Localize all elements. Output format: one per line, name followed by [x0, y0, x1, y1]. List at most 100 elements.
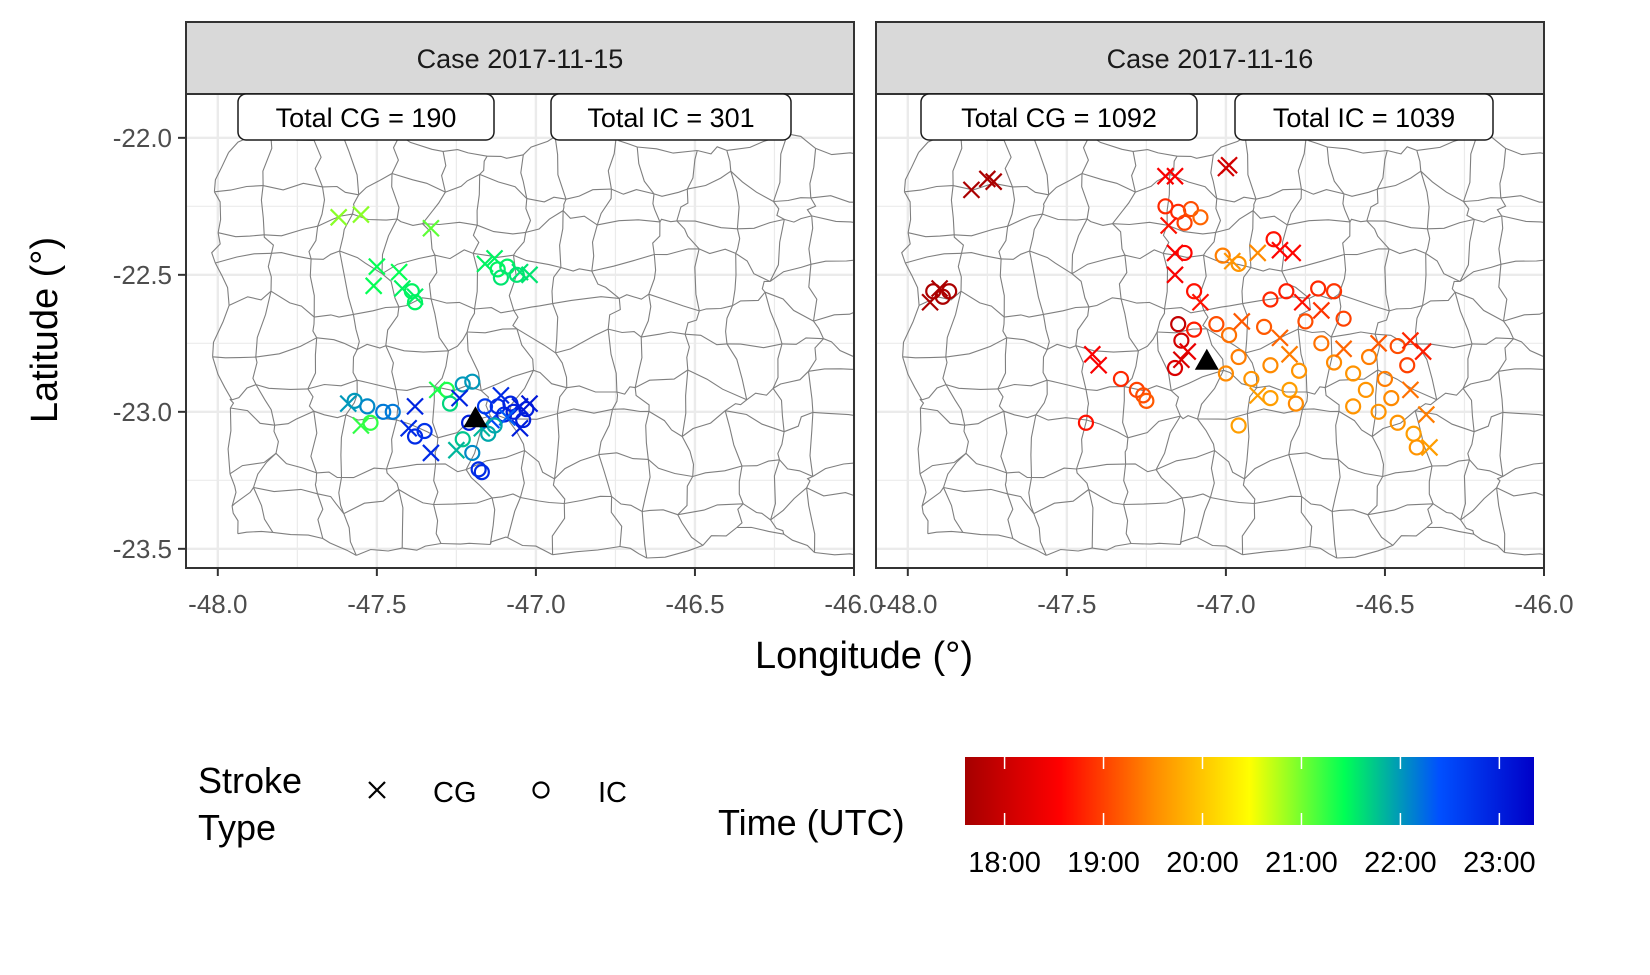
municipal-boundary [905, 252, 962, 264]
municipal-boundary [1071, 218, 1088, 274]
municipal-boundary [231, 384, 257, 401]
municipal-boundary [815, 147, 854, 156]
municipal-boundary [213, 191, 222, 233]
municipal-boundary [1338, 410, 1373, 437]
municipal-boundary [422, 191, 446, 225]
colorbar-tick-label: 21:00 [1265, 847, 1338, 879]
municipal-boundary [1555, 226, 1565, 259]
ic-stroke-point [1335, 310, 1352, 327]
municipal-boundary [957, 253, 963, 292]
municipal-boundary [1071, 273, 1090, 308]
municipal-boundary [1331, 331, 1376, 338]
municipal-boundary [1462, 370, 1499, 389]
municipal-boundary [271, 252, 312, 260]
municipal-boundary [681, 410, 726, 437]
municipal-boundary [1029, 213, 1043, 252]
municipal-boundary [726, 343, 783, 349]
municipal-boundary [533, 369, 567, 389]
x-tick-label: -46.0 [824, 589, 883, 619]
x-axis-left: -48.0 -47.5 -47.0 -46.5 -46.0 [188, 568, 884, 619]
municipal-boundary [1505, 147, 1544, 156]
municipal-boundary [433, 497, 493, 506]
total-ic-label-right: Total IC = 1039 [1273, 103, 1455, 133]
municipal-boundary [608, 328, 642, 338]
municipal-boundary [1081, 173, 1090, 220]
municipal-boundary [472, 225, 480, 254]
municipal-boundary [612, 408, 650, 413]
municipal-boundary [1306, 386, 1326, 395]
municipal-boundary [1155, 449, 1215, 471]
ic-stroke-point [1173, 332, 1190, 349]
ic-stroke-point [1345, 365, 1362, 382]
municipal-boundary [735, 228, 741, 254]
municipal-boundary [1006, 337, 1048, 350]
municipal-boundary [960, 290, 1005, 318]
municipal-boundary [1297, 134, 1308, 190]
municipal-boundary [395, 386, 435, 391]
municipal-boundary [391, 173, 400, 220]
ic-stroke-point [941, 283, 958, 300]
municipal-boundary [1035, 414, 1087, 421]
municipal-boundary [616, 386, 636, 395]
municipal-boundary [648, 293, 700, 312]
ic-stroke-point [375, 403, 392, 420]
ic-stroke-point [1243, 370, 1260, 388]
municipal-boundary [520, 154, 528, 199]
municipal-boundary [697, 146, 727, 155]
ic-stroke-point [464, 373, 481, 390]
municipal-boundary [310, 411, 318, 474]
cg-stroke-point [352, 205, 370, 224]
ic-stroke-point [1182, 200, 1200, 218]
municipal-boundary [945, 384, 998, 390]
municipal-boundary [1298, 328, 1332, 338]
municipal-boundary [255, 337, 317, 358]
municipal-boundary [598, 454, 613, 497]
municipal-boundary [212, 356, 256, 359]
municipal-boundary [525, 198, 532, 233]
ic-stroke-point [1287, 395, 1304, 412]
municipal-boundary [1197, 537, 1243, 556]
municipal-boundary [772, 388, 785, 432]
municipal-boundary [619, 293, 650, 300]
municipal-boundary [395, 389, 400, 421]
time-legend: Time (UTC) 18:00 19:00 20:00 21:00 22:00 23:0… [718, 757, 1536, 879]
municipal-boundary [1179, 497, 1186, 545]
municipal-boundary [1006, 493, 1014, 539]
municipal-boundary [732, 291, 766, 307]
municipal-boundary [1331, 459, 1341, 512]
cg-stroke-point [1420, 438, 1439, 457]
municipal-boundary [445, 173, 480, 193]
municipal-boundary [520, 496, 565, 505]
municipal-boundary [809, 412, 814, 477]
municipal-boundary [398, 489, 434, 506]
municipal-boundary [507, 537, 553, 556]
municipal-boundary [1460, 487, 1497, 521]
municipal-boundary [737, 218, 785, 230]
municipal-boundary [559, 210, 564, 268]
municipal-boundary [1131, 151, 1137, 193]
municipal-boundary [634, 387, 650, 412]
municipal-boundary [901, 232, 911, 264]
cg-stroke-point [1401, 381, 1420, 399]
time-legend-title: Time (UTC) [718, 802, 905, 843]
cg-stroke-point [364, 277, 383, 295]
municipal-boundary [863, 259, 866, 309]
municipal-boundary [314, 313, 354, 318]
municipal-boundary [746, 388, 774, 401]
municipal-boundary [322, 538, 357, 556]
municipal-boundary [562, 210, 598, 226]
municipal-boundary [1123, 504, 1132, 544]
ic-stroke-point [476, 398, 494, 415]
municipal-boundary [652, 193, 661, 223]
municipal-boundary [516, 328, 535, 371]
municipal-boundary [313, 410, 347, 419]
municipal-boundary [1377, 170, 1422, 190]
municipal-boundary [1031, 467, 1077, 479]
municipal-boundary [676, 220, 700, 250]
ic-stroke-point [1345, 398, 1362, 415]
total-ic-label-box-right [1234, 93, 1494, 141]
municipal-boundary [492, 493, 521, 499]
municipal-boundary [1343, 188, 1378, 197]
municipal-boundary [519, 450, 526, 498]
ic-stroke-point [1217, 365, 1235, 382]
